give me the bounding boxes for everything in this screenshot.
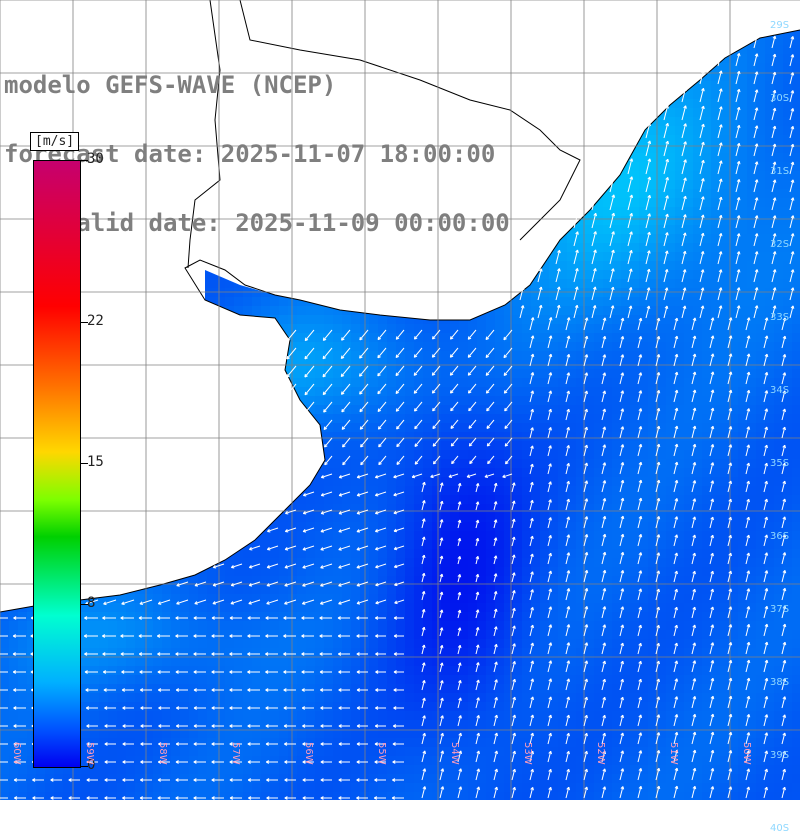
colorbar-tick-label: 30 <box>87 151 104 167</box>
latitude-label: 35S <box>770 458 789 469</box>
colorbar-tick-label: 15 <box>87 454 104 470</box>
latitude-label: 31S <box>770 166 789 177</box>
colorbar-unit: [m/s] <box>30 132 79 151</box>
latitude-label: 30S <box>770 93 789 104</box>
latitude-label: 38S <box>770 677 789 688</box>
longitude-label: 52W <box>595 742 606 765</box>
latitude-label: 32S <box>770 239 789 250</box>
latitude-label: 29S <box>770 20 789 31</box>
model-title: modelo GEFS-WAVE (NCEP) <box>4 74 510 97</box>
latitude-label: 40S <box>770 823 789 834</box>
longitude-label: 59W <box>84 742 95 765</box>
latitude-label: 37S <box>770 604 789 615</box>
colorbar-tick-label: 8 <box>87 595 95 611</box>
longitude-label: 53W <box>522 742 533 765</box>
longitude-label: 56W <box>303 742 314 765</box>
colorbar <box>33 160 81 768</box>
longitude-label: 60W <box>11 742 22 765</box>
longitude-label: 51W <box>668 742 679 765</box>
longitude-label: 54W <box>449 742 460 765</box>
longitude-label: 57W <box>230 742 241 765</box>
latitude-label: 36S <box>770 531 789 542</box>
longitude-label: 50W <box>741 742 752 765</box>
longitude-label: 55W <box>376 742 387 765</box>
longitude-label: 58W <box>157 742 168 765</box>
latitude-label: 33S <box>770 312 789 323</box>
latitude-label: 34S <box>770 385 789 396</box>
colorbar-tick-label: 22 <box>87 313 104 329</box>
latitude-label: 39S <box>770 750 789 761</box>
